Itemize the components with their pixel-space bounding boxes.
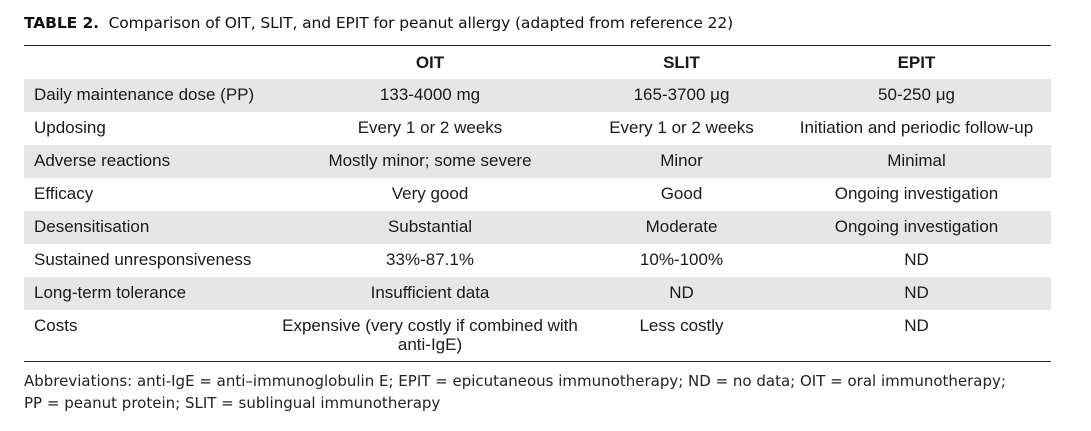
row-label: Long-term tolerance bbox=[34, 283, 187, 302]
header-cell-oit: OIT bbox=[415, 53, 445, 72]
header-cell-epit: EPIT bbox=[897, 53, 936, 72]
slit-cell: Moderate bbox=[581, 211, 782, 244]
slit-value: Every 1 or 2 weeks bbox=[609, 118, 754, 137]
row-label: Updosing bbox=[34, 118, 106, 137]
slit-cell: Good bbox=[581, 178, 782, 211]
slit-value: 10%-100% bbox=[639, 250, 724, 269]
oit-cell: 133-4000 mg bbox=[279, 79, 581, 112]
slit-value: Good bbox=[660, 184, 703, 203]
epit-cell: Initiation and periodic follow-up bbox=[782, 112, 1051, 145]
table-row: Sustained unresponsiveness 33%-87.1% 10%… bbox=[24, 244, 1051, 277]
row-label-cell: Daily maintenance dose (PP) bbox=[24, 79, 279, 112]
footnote-line-1: Abbreviations: anti-IgE = anti–immunoglo… bbox=[24, 372, 1006, 390]
oit-value: Insufficient data bbox=[370, 283, 490, 302]
oit-value: 133-4000 mg bbox=[379, 85, 481, 104]
slit-value: ND bbox=[669, 283, 694, 302]
epit-value: Ongoing investigation bbox=[834, 184, 999, 203]
slit-value: Minor bbox=[660, 151, 703, 170]
oit-cell: Every 1 or 2 weeks bbox=[279, 112, 581, 145]
row-label-cell: Long-term tolerance bbox=[24, 277, 279, 310]
slit-cell: 165-3700 μg bbox=[581, 79, 782, 112]
slit-value: Less costly bbox=[639, 316, 724, 335]
row-label: Daily maintenance dose (PP) bbox=[34, 85, 255, 104]
epit-cell: 50-250 μg bbox=[782, 79, 1051, 112]
row-label-cell: Efficacy bbox=[24, 178, 279, 211]
row-label-cell: Sustained unresponsiveness bbox=[24, 244, 279, 277]
table-caption: TABLE 2. Comparison of OIT, SLIT, and EP… bbox=[24, 14, 733, 32]
oit-cell: Insufficient data bbox=[279, 277, 581, 310]
oit-cell: Expensive (very costly if combined with … bbox=[279, 310, 581, 354]
table-row: Desensitisation Substantial Moderate Ong… bbox=[24, 211, 1051, 244]
header-cell-empty bbox=[24, 46, 279, 79]
table-header-row: OIT SLIT EPIT bbox=[24, 46, 1051, 79]
table-row: Long-term tolerance Insufficient data ND… bbox=[24, 277, 1051, 310]
row-label-cell: Costs bbox=[24, 310, 279, 354]
epit-cell: Ongoing investigation bbox=[782, 178, 1051, 211]
slit-value: Moderate bbox=[645, 217, 718, 236]
slit-cell: Every 1 or 2 weeks bbox=[581, 112, 782, 145]
row-label: Desensitisation bbox=[34, 217, 150, 236]
oit-value: Mostly minor; some severe bbox=[328, 151, 532, 170]
epit-cell: ND bbox=[782, 244, 1051, 277]
footnote-line-2: PP = peanut protein; SLIT = sublingual i… bbox=[24, 394, 441, 412]
epit-value: Ongoing investigation bbox=[834, 217, 999, 236]
slit-cell: Less costly bbox=[581, 310, 782, 354]
oit-value: Expensive (very costly if combined with … bbox=[282, 316, 578, 354]
table-footnote: Abbreviations: anti-IgE = anti–immunoglo… bbox=[24, 370, 1064, 414]
epit-value: ND bbox=[904, 316, 929, 335]
row-label-cell: Desensitisation bbox=[24, 211, 279, 244]
row-label: Costs bbox=[34, 316, 78, 335]
table-caption-text: Comparison of OIT, SLIT, and EPIT for pe… bbox=[108, 14, 734, 32]
oit-cell: 33%-87.1% bbox=[279, 244, 581, 277]
oit-value: Substantial bbox=[387, 217, 473, 236]
table-row: Efficacy Very good Good Ongoing investig… bbox=[24, 178, 1051, 211]
oit-value: Every 1 or 2 weeks bbox=[357, 118, 503, 137]
row-label: Sustained unresponsiveness bbox=[34, 250, 252, 269]
oit-cell: Mostly minor; some severe bbox=[279, 145, 581, 178]
slit-cell: ND bbox=[581, 277, 782, 310]
table-bottom-rule bbox=[24, 361, 1051, 362]
slit-value: 165-3700 μg bbox=[633, 85, 730, 104]
table-row: Costs Expensive (very costly if combined… bbox=[24, 310, 1051, 354]
oit-value: 33%-87.1% bbox=[386, 250, 474, 269]
epit-value: Minimal bbox=[887, 151, 946, 170]
row-label: Efficacy bbox=[34, 184, 94, 203]
table-row: Updosing Every 1 or 2 weeks Every 1 or 2… bbox=[24, 112, 1051, 145]
oit-value: Very good bbox=[391, 184, 469, 203]
row-label-cell: Adverse reactions bbox=[24, 145, 279, 178]
epit-cell: Minimal bbox=[782, 145, 1051, 178]
epit-value: Initiation and periodic follow-up bbox=[799, 118, 1034, 137]
epit-cell: ND bbox=[782, 310, 1051, 354]
epit-cell: Ongoing investigation bbox=[782, 211, 1051, 244]
comparison-table: OIT SLIT EPIT Daily maintenance dose (PP… bbox=[24, 46, 1051, 354]
slit-cell: 10%-100% bbox=[581, 244, 782, 277]
oit-cell: Very good bbox=[279, 178, 581, 211]
table-row: Daily maintenance dose (PP) 133-4000 mg … bbox=[24, 79, 1051, 112]
row-label-cell: Updosing bbox=[24, 112, 279, 145]
slit-cell: Minor bbox=[581, 145, 782, 178]
row-label: Adverse reactions bbox=[34, 151, 171, 170]
table-top-rule bbox=[24, 45, 1051, 46]
epit-value: 50-250 μg bbox=[878, 85, 955, 104]
table-caption-label: TABLE 2. bbox=[24, 14, 99, 32]
header-cell-slit: SLIT bbox=[663, 53, 700, 72]
table-row: Adverse reactions Mostly minor; some sev… bbox=[24, 145, 1051, 178]
epit-cell: ND bbox=[782, 277, 1051, 310]
epit-value: ND bbox=[904, 283, 929, 302]
epit-value: ND bbox=[904, 250, 929, 269]
oit-cell: Substantial bbox=[279, 211, 581, 244]
